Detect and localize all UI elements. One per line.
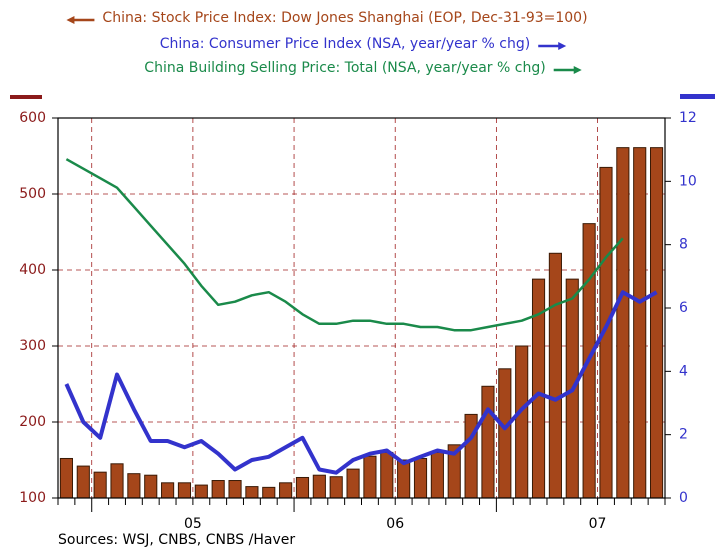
bar <box>110 463 124 499</box>
x-tick-label: 07 <box>589 516 607 532</box>
bar <box>228 480 242 499</box>
legend-arrow-head <box>573 66 582 74</box>
y-tick-label: 300 <box>19 338 46 354</box>
y-tick-label: 200 <box>19 414 46 430</box>
bar <box>161 482 175 499</box>
bar <box>380 451 394 499</box>
legend-label: China Building Selling Price: Total (NSA… <box>144 60 545 76</box>
bar <box>329 476 343 499</box>
y2-tick-label: 10 <box>679 173 697 189</box>
bar <box>515 345 529 499</box>
plot-frame <box>57 117 666 499</box>
legend-arrow-head <box>66 16 75 24</box>
y-tick-label: 500 <box>19 186 46 202</box>
y-tick-label: 600 <box>19 110 46 126</box>
bar <box>363 455 377 499</box>
bar <box>616 147 630 499</box>
y2-tick-label: 2 <box>679 427 688 443</box>
legend-label: China: Consumer Price Index (NSA, year/y… <box>160 36 530 52</box>
line <box>65 158 624 332</box>
left-axis-indicator <box>10 95 42 99</box>
bar <box>430 451 444 499</box>
bar <box>633 147 647 499</box>
y2-tick-label: 0 <box>679 490 688 506</box>
bar <box>245 486 259 499</box>
right-axis-indicator <box>680 94 715 99</box>
bar <box>413 457 428 499</box>
legend-label: China: Stock Price Index: Dow Jones Shan… <box>102 10 587 26</box>
line <box>64 290 658 475</box>
x-tick-label: 05 <box>184 516 202 532</box>
bar <box>312 474 326 499</box>
source: Sources: WSJ, CNBS, CNBS /Haver <box>58 532 295 548</box>
bar <box>295 476 310 499</box>
bar <box>127 473 141 499</box>
bar <box>177 482 192 499</box>
bar <box>194 484 208 499</box>
bar <box>481 385 495 499</box>
legend-arrow-head <box>558 42 567 50</box>
bar <box>548 252 562 499</box>
y2-tick-label: 12 <box>679 110 697 126</box>
bar <box>498 368 512 499</box>
bar <box>346 468 360 499</box>
y-tick-label: 100 <box>19 490 46 506</box>
bar <box>59 457 74 499</box>
bar <box>76 465 90 499</box>
bar <box>144 474 158 499</box>
x-tick-label: 06 <box>386 516 404 532</box>
y2-tick-label: 6 <box>679 300 688 316</box>
y2-tick-label: 8 <box>679 237 688 253</box>
bar <box>649 147 664 499</box>
bar <box>397 459 411 499</box>
bar <box>211 480 225 499</box>
bar <box>93 471 107 499</box>
y-tick-label: 400 <box>19 262 46 278</box>
bar <box>262 486 276 499</box>
bar <box>279 482 293 499</box>
y2-tick-label: 4 <box>679 363 688 379</box>
